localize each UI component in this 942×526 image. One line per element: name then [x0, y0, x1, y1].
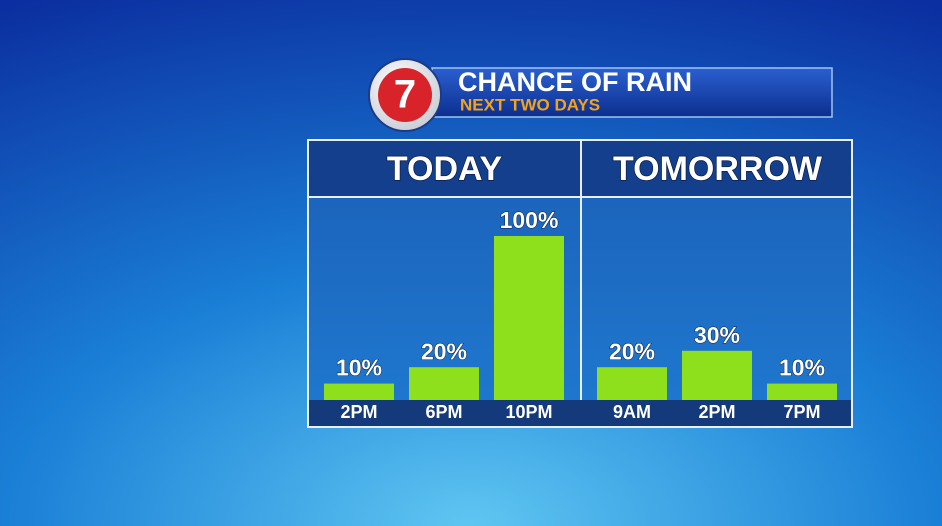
value-label: 10%	[336, 355, 382, 381]
subtitle: NEXT TWO DAYS	[460, 95, 600, 114]
category-label: 9AM	[613, 402, 651, 422]
category-label: 7PM	[783, 402, 820, 422]
bar	[767, 383, 837, 400]
category-label: 10PM	[505, 402, 552, 422]
title-banner	[431, 67, 833, 118]
logo-text: 7	[394, 73, 416, 117]
bar	[409, 367, 479, 400]
title: CHANCE OF RAIN	[458, 67, 692, 97]
bar	[682, 350, 752, 400]
value-label: 100%	[500, 207, 559, 233]
value-label: 20%	[421, 338, 467, 364]
panel-title: TODAY	[387, 150, 503, 188]
value-label: 30%	[694, 322, 740, 348]
label-strip	[309, 400, 851, 426]
bar	[597, 367, 667, 400]
value-label: 10%	[779, 355, 825, 381]
panel-title: TOMORROW	[613, 150, 823, 188]
category-label: 6PM	[425, 402, 462, 422]
category-label: 2PM	[698, 402, 735, 422]
bar	[324, 383, 394, 400]
value-label: 20%	[609, 338, 655, 364]
category-label: 2PM	[340, 402, 377, 422]
bar	[494, 236, 564, 400]
logo-disc	[378, 68, 432, 122]
